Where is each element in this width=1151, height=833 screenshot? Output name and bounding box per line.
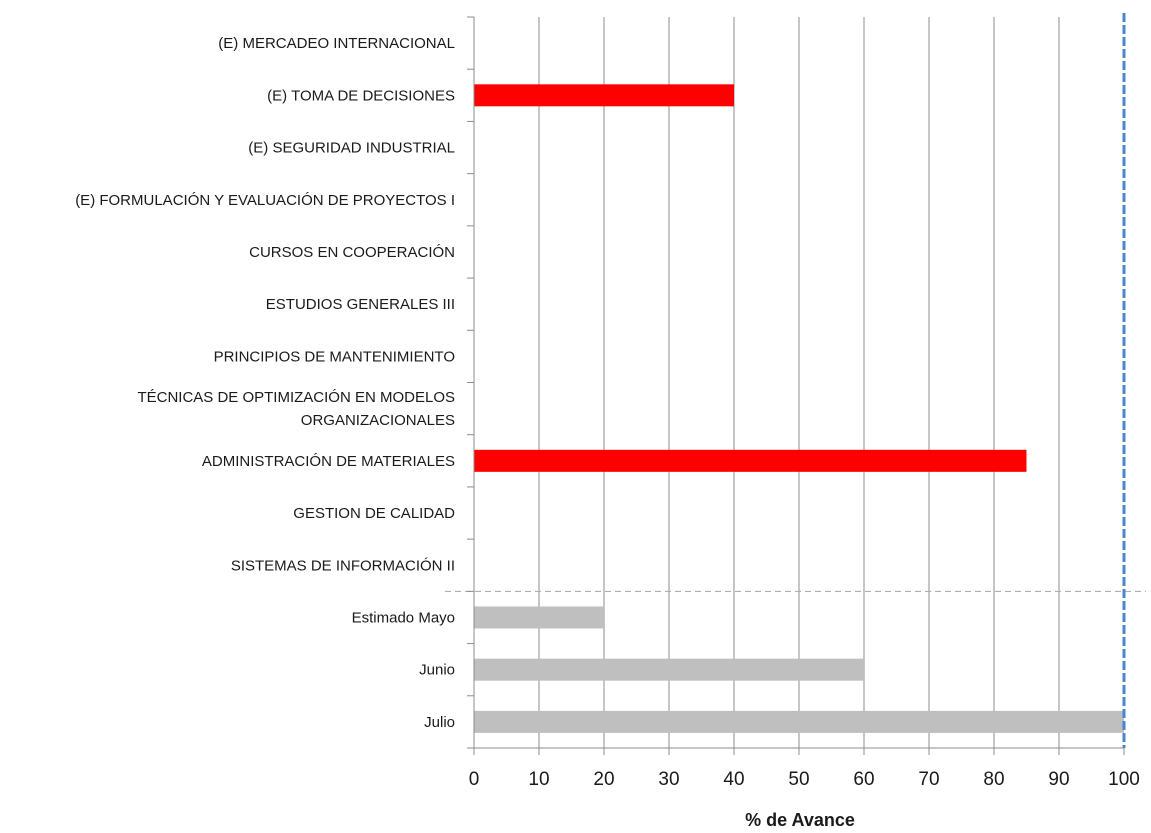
bar-e-toma-de-decisiones (474, 84, 734, 107)
category-label-line: ADMINISTRACIÓN DE MATERIALES (202, 453, 455, 470)
category-label-julio: Julio (424, 714, 455, 731)
x-tick-labels: 0 10 20 30 40 50 60 70 80 90 100 (469, 769, 1140, 790)
bar-julio (474, 710, 1124, 733)
category-label-gestion-de-calidad: GESTION DE CALIDAD (293, 505, 455, 522)
category-label-line: CURSOS EN COOPERACIÓN (249, 244, 455, 261)
x-tick-label-90: 90 (1048, 769, 1069, 790)
bar-junio (474, 658, 864, 681)
category-label-estimado-mayo: Estimado Mayo (352, 609, 455, 626)
x-tick-label-30: 30 (658, 769, 679, 790)
x-tick-label-50: 50 (788, 769, 809, 790)
x-tick-label-100: 100 (1108, 769, 1140, 790)
x-tick-label-70: 70 (918, 769, 939, 790)
category-label-principios-de-mantenimiento: PRINCIPIOS DE MANTENIMIENTO (214, 348, 455, 365)
x-axis-title: % de Avance (745, 810, 855, 830)
category-label-line: ESTUDIOS GENERALES III (266, 296, 455, 313)
category-label-line: Estimado Mayo (352, 609, 455, 626)
x-tick-label-10: 10 (528, 769, 549, 790)
category-label-tecnicas-de-optimizacion-en-modelos-organizacionales: TÉCNICAS DE OPTIMIZACIÓN EN MODELOS ORGAN… (137, 389, 455, 429)
category-label-line: Julio (424, 714, 455, 731)
category-label-line: (E) SEGURIDAD INDUSTRIAL (248, 140, 455, 157)
x-tick-label-40: 40 (723, 769, 744, 790)
category-label-line: PRINCIPIOS DE MANTENIMIENTO (214, 348, 455, 365)
x-tick-label-80: 80 (983, 769, 1004, 790)
category-label-line: (E) FORMULACIÓN Y EVALUACIÓN DE PROYECTO… (75, 192, 455, 209)
category-label-line: Junio (419, 662, 455, 679)
bar-estimado-mayo (474, 606, 604, 629)
category-label-estudios-generales-iii: ESTUDIOS GENERALES III (266, 296, 455, 313)
x-tick-label-20: 20 (593, 769, 614, 790)
category-label-cursos-en-cooperacion: CURSOS EN COOPERACIÓN (249, 244, 455, 261)
category-label-e-mercadeo-internacional: (E) MERCADEO INTERNACIONAL (218, 35, 455, 52)
category-label-line: SISTEMAS DE INFORMACIÓN II (231, 557, 455, 574)
bar-administracion-de-materiales (474, 449, 1027, 472)
category-labels: (E) MERCADEO INTERNACIONAL (E) TOMA DE DE… (75, 35, 455, 731)
category-label-e-toma-de-decisiones: (E) TOMA DE DECISIONES (267, 87, 455, 104)
category-label-line: (E) TOMA DE DECISIONES (267, 87, 455, 104)
category-label-administracion-de-materiales: ADMINISTRACIÓN DE MATERIALES (202, 453, 455, 470)
category-label-junio: Junio (419, 662, 455, 679)
category-label-e-formulacion-y-evaluacion-de-proyectos-i: (E) FORMULACIÓN Y EVALUACIÓN DE PROYECTO… (75, 192, 455, 209)
x-tick-label-0: 0 (469, 769, 480, 790)
category-label-sistemas-de-informacion-ii: SISTEMAS DE INFORMACIÓN II (231, 557, 455, 574)
bars (474, 84, 1124, 733)
category-label-line: ORGANIZACIONALES (301, 412, 455, 429)
x-tick-label-60: 60 (853, 769, 874, 790)
category-label-e-seguridad-industrial: (E) SEGURIDAD INDUSTRIAL (248, 140, 455, 157)
axes (445, 13, 1146, 755)
category-label-line: (E) MERCADEO INTERNACIONAL (218, 35, 455, 52)
category-label-line: TÉCNICAS DE OPTIMIZACIÓN EN MODELOS (137, 389, 455, 406)
category-label-line: GESTION DE CALIDAD (293, 505, 455, 522)
gridlines (538, 17, 1060, 748)
